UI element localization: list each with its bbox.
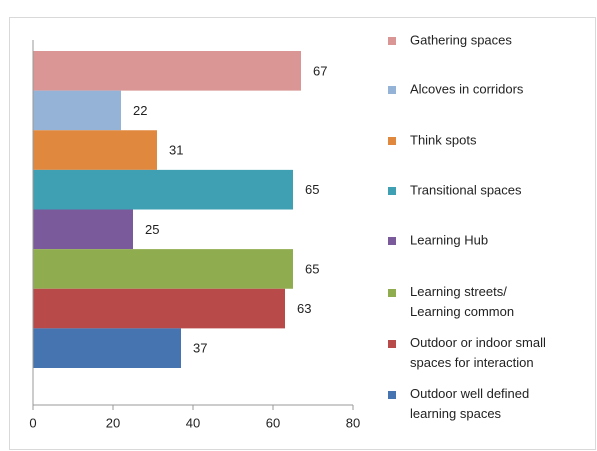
legend-label: Outdoor or indoor small spaces for intera… (410, 335, 546, 370)
legend-label: Outdoor well defined learning spaces (410, 386, 529, 421)
legend-label: Alcoves in corridors (410, 81, 524, 96)
chart-border (9, 17, 596, 450)
data-label: 25 (145, 222, 159, 237)
x-tick-label: 80 (346, 415, 360, 430)
data-label: 31 (169, 143, 183, 158)
bar (33, 169, 293, 210)
legend-swatch (388, 37, 396, 45)
legend-swatch (388, 237, 396, 245)
data-label: 22 (133, 103, 147, 118)
data-label: 67 (313, 63, 327, 78)
bar (33, 249, 293, 289)
legend-label: Transitional spaces (410, 182, 522, 197)
legend-swatch (388, 391, 396, 399)
bar (33, 90, 121, 131)
x-tick-label: 40 (186, 415, 200, 430)
bar (33, 328, 181, 368)
legend-swatch (388, 137, 396, 145)
bar (33, 288, 285, 329)
bar (33, 209, 133, 250)
data-label: 37 (193, 341, 207, 356)
x-tick-label: 0 (29, 415, 36, 430)
data-label: 65 (305, 182, 319, 197)
legend-label: Gathering spaces (410, 32, 512, 47)
legend-swatch (388, 289, 396, 297)
bar (33, 130, 157, 170)
legend-swatch (388, 340, 396, 348)
legend-label: Think spots (410, 132, 477, 147)
legend-label: Learning streets/Learning common (410, 284, 514, 319)
x-tick-label: 60 (266, 415, 280, 430)
legend-swatch (388, 187, 396, 195)
bar (33, 51, 301, 91)
legend-swatch (388, 86, 396, 94)
x-tick-label: 20 (106, 415, 120, 430)
data-label: 63 (297, 301, 311, 316)
data-label: 65 (305, 261, 319, 276)
legend-label: Learning Hub (410, 232, 488, 247)
